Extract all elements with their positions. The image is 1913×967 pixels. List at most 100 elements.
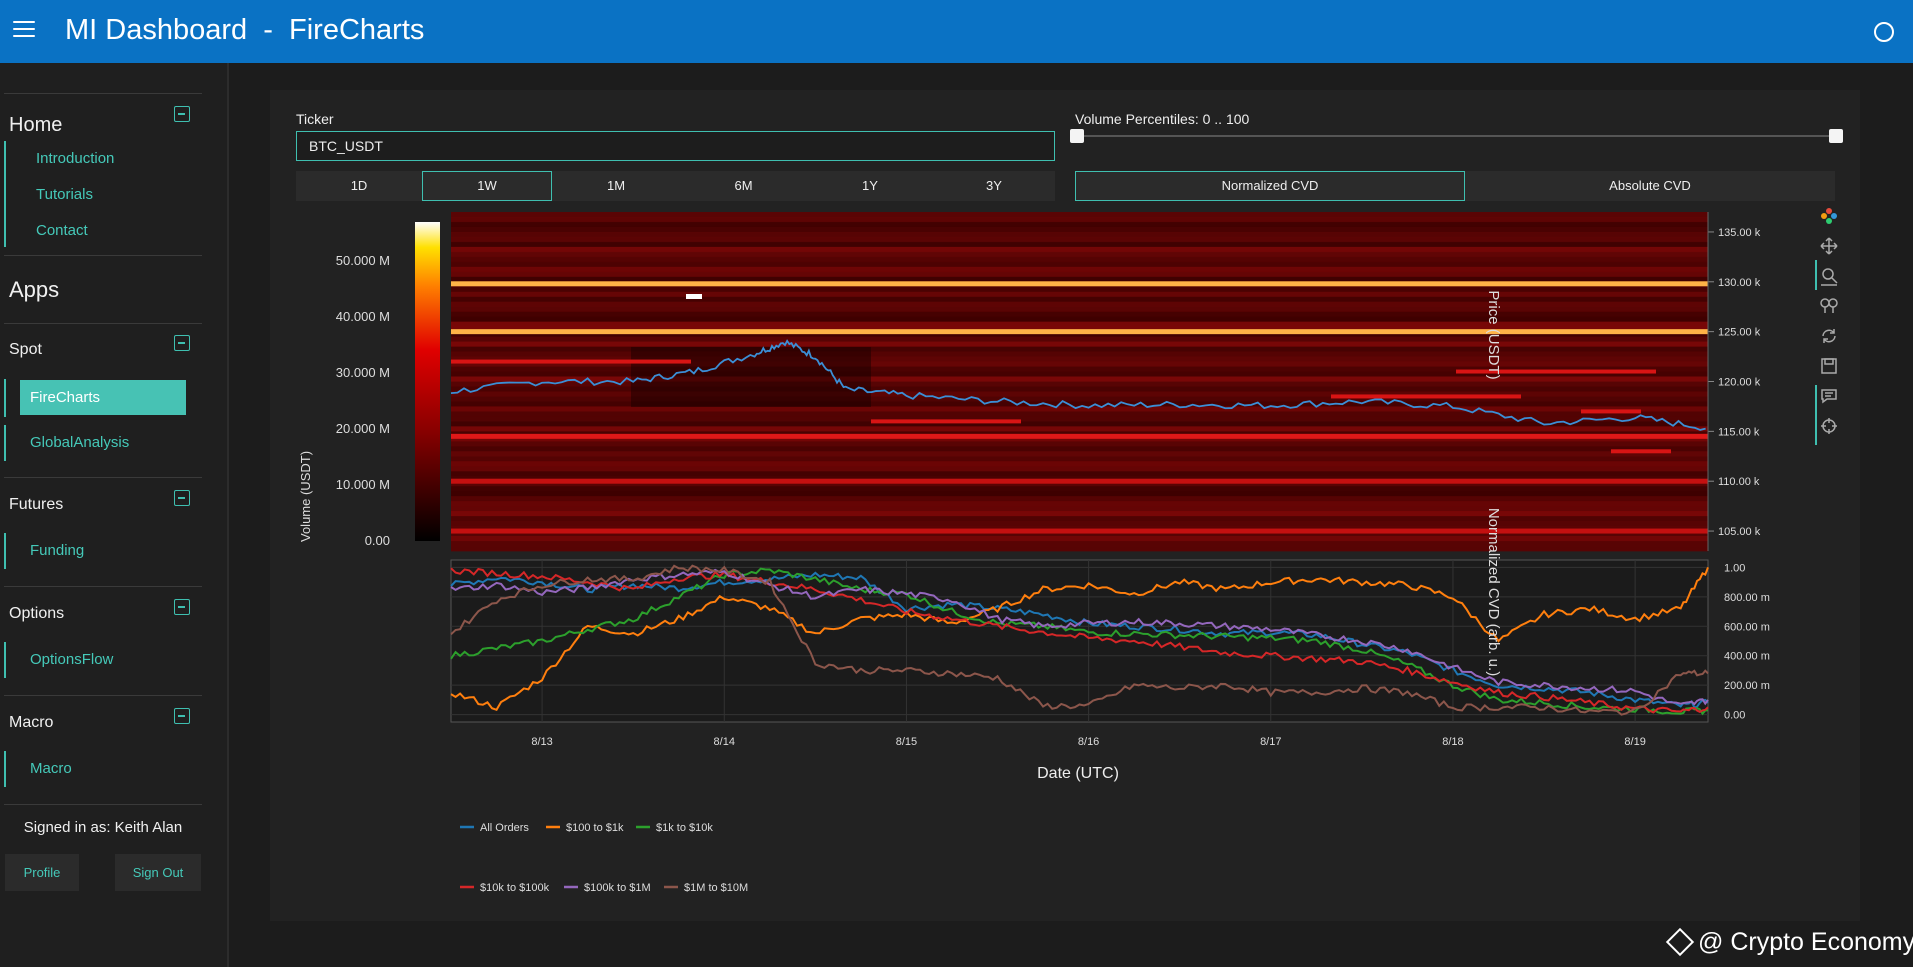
section-title-macro: Macro [9,714,54,731]
download-icon[interactable] [1818,355,1840,377]
date-tick-label: 8/16 [1078,736,1099,748]
cvd-axis: 0.00 200.00 m 400.00 m 600.00 m 800.00 m 1.00 [1724,562,1770,721]
price-tick-label: 125.00 k [1718,327,1761,339]
sign-out-button[interactable]: Sign Out [115,854,201,891]
nav-link-optionsflow[interactable]: OptionsFlow [30,651,114,668]
nav-indent-bar [4,751,6,787]
heatmap-row [451,336,1708,343]
nav-link-tutorials[interactable]: Tutorials [36,186,93,203]
hamburger-menu-icon[interactable] [13,21,35,39]
heatmap-row [451,366,1708,372]
heatmap-row [451,276,1708,283]
tab-1d[interactable]: 1D [350,178,368,193]
price-tick-label: 130.00 k [1718,277,1761,289]
comment-icon[interactable] [1818,385,1840,407]
volume-slider-track[interactable] [1075,135,1841,137]
nav-link-globalanalysis[interactable]: GlobalAnalysis [30,434,130,451]
heatmap-row [451,391,1708,397]
price-tick-label: 120.00 k [1718,377,1761,389]
date-tick-label: 8/13 [531,736,552,748]
divider [4,323,202,324]
heatmap-row [451,231,1708,238]
section-title-home: Home [9,114,63,136]
nav-indent-bar [4,425,6,461]
crypto-economy-logo-icon [1665,927,1695,957]
tab-6m[interactable]: 6M [734,178,753,193]
heatmap-segment [1611,449,1671,454]
nav-link-contact[interactable]: Contact [36,222,88,239]
plotly-logo-icon[interactable] [1818,205,1840,227]
cvd-chart [450,559,1709,723]
heatmap-row [451,481,1708,487]
sidebar: Home Introduction Tutorials Contact Apps… [0,63,229,967]
colorbar-title: Volume (USDT) [298,451,313,542]
x-axis-title: Date (UTC) [1037,765,1119,782]
nav-indent-bar [4,141,6,247]
colorbar-tick-label: 30.000 M [336,365,390,380]
circle-status-icon[interactable] [1874,22,1894,42]
heatmap-row [451,456,1708,462]
collapse-home-icon[interactable] [174,106,190,122]
colorbar-tick-label: 10.000 M [336,477,390,492]
tab-1m[interactable]: 1M [606,178,626,193]
nav-link-macro[interactable]: Macro [30,760,72,777]
legend-label: $1k to $10k [656,822,713,834]
legend: All Orders $100 to $1k $1k to $10k $10k to … [460,822,748,894]
heatmap-row [451,501,1708,507]
pan-icon[interactable] [1818,235,1840,257]
volume-slider-min-handle[interactable] [1070,129,1084,143]
heatmap-segment [1581,409,1641,414]
collapse-macro-icon[interactable] [174,708,190,724]
heatmap-row [451,301,1708,308]
tab-1w[interactable]: 1W [422,171,552,201]
profile-button[interactable]: Profile [5,854,79,891]
heatmap-row [451,416,1708,422]
heatmap-row [451,271,1708,278]
cvd-line [450,567,1709,716]
firechart[interactable]: 0.00 10.000 M 20.000 M 30.000 M 40.000 M 50.0… [296,207,1816,907]
heatmap-row [451,411,1708,417]
nav-indent-bar [4,642,6,678]
tab-1y[interactable]: 1Y [862,178,878,193]
heatmap-row [451,261,1708,268]
legend-label: $100 to $1k [566,822,624,834]
zoom-icon[interactable] [1818,265,1840,287]
ticker-input[interactable] [296,131,1055,161]
heatmap-row [451,251,1708,258]
section-title-apps: Apps [9,277,60,302]
collapse-spot-icon[interactable] [174,335,190,351]
heatmap-row [451,291,1708,298]
heatmap-band [451,281,1708,287]
heatmap-row [451,241,1708,248]
nav-link-firecharts[interactable]: FireCharts [20,380,186,415]
cvd-tick-label: 1.00 [1724,562,1745,574]
cvd-line [450,564,1709,716]
heatmap-band [451,478,1708,484]
crosshair-icon[interactable] [1818,415,1840,437]
divider [4,804,202,805]
signed-in-label: Signed in as: Keith Alan [23,819,183,836]
heatmap-row [451,216,1708,223]
volume-slider-max-handle[interactable] [1829,129,1843,143]
collapse-options-icon[interactable] [174,599,190,615]
cvd-axis-title: Normalized CVD (arb. u.) [1485,508,1502,676]
collapse-futures-icon[interactable] [174,490,190,506]
price-tick-label: 105.00 k [1718,526,1761,538]
heatmap-row [451,316,1708,323]
zoom-in-out-icon[interactable] [1818,295,1840,317]
cvd-line [450,567,1709,712]
heatmap-row [451,246,1708,253]
heatmap-row [451,236,1708,243]
divider [4,255,202,256]
tab-3y[interactable]: 3Y [986,178,1002,193]
nav-link-introduction[interactable]: Introduction [36,150,115,167]
top-bar: MI Dashboard - FireCharts [0,0,1913,63]
tab-normalized-cvd[interactable]: Normalized CVD [1075,171,1465,201]
cvd-mode-tab-bar [1075,171,1835,201]
date-tick-label: 8/15 [896,736,917,748]
tab-absolute-cvd[interactable]: Absolute CVD [1609,178,1691,193]
nav-link-funding[interactable]: Funding [30,542,85,559]
reset-icon[interactable] [1818,325,1840,347]
heatmap-row [451,311,1708,318]
heatmap-row [451,386,1708,392]
